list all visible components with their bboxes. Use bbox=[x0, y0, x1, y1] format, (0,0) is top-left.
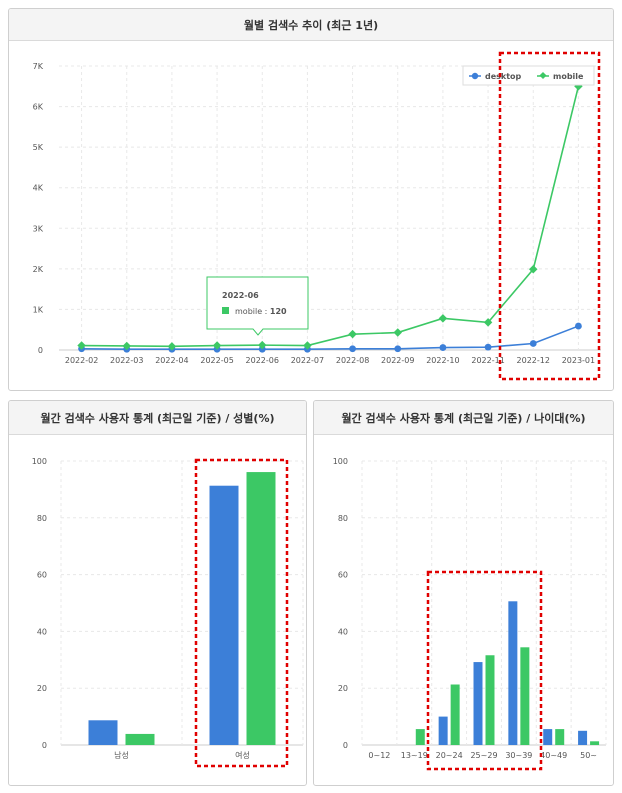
y-tick-label: 6K bbox=[33, 103, 44, 112]
data-point-mobile bbox=[529, 265, 538, 274]
x-tick-label: 2022-02 bbox=[65, 356, 98, 365]
x-tick-label: 2022-11 bbox=[471, 356, 504, 365]
data-point-mobile bbox=[258, 340, 267, 350]
bar-desktop bbox=[438, 716, 448, 745]
x-tick-label: 40~49 bbox=[540, 751, 567, 760]
data-point-mobile bbox=[167, 342, 177, 351]
data-point-mobile bbox=[348, 329, 357, 339]
data-point-mobile bbox=[483, 318, 493, 327]
x-tick-label: 30~39 bbox=[505, 751, 532, 760]
y-tick-label: 0 bbox=[42, 741, 47, 750]
x-tick-label: 2022-08 bbox=[336, 356, 369, 365]
tooltip-marker bbox=[222, 307, 229, 314]
tooltip-date: 2022-06 bbox=[222, 291, 259, 300]
gender-chart: 0 20 40 60 80 100 남성 여성 bbox=[32, 457, 304, 768]
x-tick-label: 13~19 bbox=[401, 751, 428, 760]
tooltip-box bbox=[206, 276, 309, 336]
y-tick-label: 4K bbox=[33, 184, 44, 193]
bar-mobile bbox=[246, 472, 276, 745]
data-point-mobile bbox=[122, 341, 131, 351]
bar-desktop bbox=[508, 601, 518, 745]
data-point-desktop bbox=[349, 345, 356, 353]
x-tick-label: 2022-04 bbox=[155, 356, 188, 365]
x-tick-label: 2022-07 bbox=[291, 356, 324, 365]
legend-marker-desktop bbox=[471, 72, 479, 80]
y-tick-label: 60 bbox=[37, 571, 47, 580]
y-tick-label: 100 bbox=[333, 457, 348, 466]
tooltip-value: 120 bbox=[270, 307, 287, 316]
x-tick-label: 0~12 bbox=[368, 751, 390, 760]
x-tick-label: 2022-06 bbox=[246, 356, 279, 365]
y-tick-label: 20 bbox=[338, 684, 348, 693]
y-tick-label: 40 bbox=[37, 627, 47, 636]
bar-mobile bbox=[415, 729, 425, 745]
bar-desktop bbox=[543, 729, 553, 745]
trend-chart: 0 1K 2K 3K 4K 5K 6K 7K 2022-02 2022-03 2022-04 2022… bbox=[33, 51, 601, 381]
trend-panel: 월별 검색수 추이 (최근 1년) 0 1K 2K 3K 4K 5K 6K 7K 2022-02… bbox=[8, 8, 614, 391]
highlight-box bbox=[498, 51, 601, 381]
y-tick-label: 5K bbox=[33, 143, 44, 152]
x-tick-label: 25~29 bbox=[470, 751, 497, 760]
x-tick-label: 2022-12 bbox=[517, 356, 550, 365]
data-point-mobile bbox=[212, 341, 222, 350]
x-tick-label: 여성 bbox=[235, 750, 250, 760]
tooltip-series: mobile : bbox=[235, 307, 270, 316]
y-tick-label: 3K bbox=[33, 224, 44, 233]
x-tick-label: 남성 bbox=[114, 751, 129, 760]
y-tick-label: 20 bbox=[37, 684, 47, 693]
y-tick-label: 0 bbox=[343, 741, 348, 750]
legend-label-desktop: desktop bbox=[485, 72, 522, 81]
bar-desktop bbox=[209, 485, 239, 745]
x-tick-label: 50~ bbox=[580, 751, 597, 760]
bar-mobile bbox=[125, 733, 155, 745]
x-tick-label: 20~24 bbox=[436, 751, 463, 760]
legend-label-mobile: mobile bbox=[553, 72, 584, 81]
bar-mobile bbox=[450, 684, 460, 745]
age-title: 월간 검색수 사용자 통계 (최근일 기준) / 나이대(%) bbox=[314, 401, 613, 435]
x-tick-label: 2022-03 bbox=[110, 356, 143, 365]
legend-marker-mobile bbox=[539, 71, 547, 80]
y-tick-label: 0 bbox=[38, 346, 43, 355]
data-point-mobile bbox=[438, 314, 448, 323]
data-point-mobile bbox=[303, 341, 312, 350]
data-point-desktop bbox=[575, 322, 582, 330]
x-tick-label: 2022-10 bbox=[426, 356, 459, 365]
x-tick-label: 2023-01 bbox=[562, 356, 595, 365]
highlight-box bbox=[426, 570, 543, 771]
bar-desktop bbox=[473, 662, 483, 745]
y-tick-label: 100 bbox=[32, 457, 47, 466]
legend-box bbox=[462, 65, 595, 86]
tooltip-text: mobile : 120 bbox=[235, 307, 287, 316]
data-point-mobile bbox=[393, 328, 402, 337]
age-panel: 월간 검색수 사용자 통계 (최근일 기준) / 나이대(%) 0 20 40 60 8… bbox=[313, 400, 614, 786]
gender-title: 월간 검색수 사용자 통계 (최근일 기준) / 성별(%) bbox=[9, 401, 306, 435]
x-tick-label: 2022-09 bbox=[381, 356, 414, 365]
x-tick-label: 2022-05 bbox=[200, 356, 233, 365]
data-point-desktop bbox=[439, 344, 447, 351]
trend-title: 월별 검색수 추이 (최근 1년) bbox=[9, 9, 613, 41]
age-chart: 0 20 40 60 80 100 0~12 13~19 20~24 25~29 30~39 40~4… bbox=[333, 457, 607, 771]
bar-mobile bbox=[520, 647, 530, 745]
highlight-box bbox=[194, 458, 289, 768]
bar-desktop bbox=[88, 720, 118, 745]
y-tick-label: 80 bbox=[338, 514, 348, 523]
bar-mobile bbox=[590, 741, 600, 745]
series-line-mobile bbox=[81, 86, 580, 348]
bar-mobile bbox=[485, 655, 495, 745]
y-tick-label: 2K bbox=[33, 265, 44, 274]
data-point-desktop bbox=[484, 343, 492, 351]
data-point-desktop bbox=[529, 340, 537, 347]
series-line-desktop bbox=[81, 325, 579, 350]
y-tick-label: 40 bbox=[338, 627, 348, 636]
data-point-desktop bbox=[394, 345, 402, 353]
bar-desktop bbox=[578, 730, 588, 745]
bar-mobile bbox=[555, 729, 565, 745]
y-tick-label: 7K bbox=[33, 62, 44, 71]
y-tick-label: 1K bbox=[33, 305, 44, 314]
data-point-mobile bbox=[77, 341, 86, 350]
y-tick-label: 60 bbox=[338, 571, 348, 580]
gender-panel: 월간 검색수 사용자 통계 (최근일 기준) / 성별(%) 0 20 40 60 80… bbox=[8, 400, 307, 786]
y-tick-label: 80 bbox=[37, 514, 47, 523]
